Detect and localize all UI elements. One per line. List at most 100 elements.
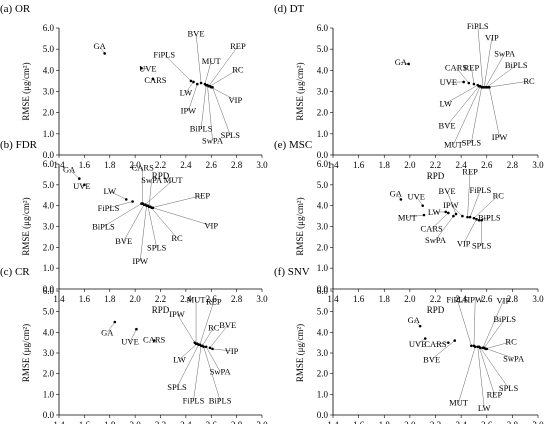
point-label: FiPLS [98,203,120,213]
data-point [477,218,481,222]
point-label: BVE [115,236,132,246]
x-tick-label: 1.6 [353,294,365,304]
x-tick-label: 2.6 [206,420,218,424]
data-point [479,346,482,350]
leader-line [471,87,482,143]
leader-line [179,343,198,360]
leader-line [445,84,478,104]
y-tick-label: 2.0 [317,369,329,379]
point-label: UVE [440,77,457,87]
point-label: VIP [229,95,243,105]
point-label: SPLS [147,242,167,252]
point-label: FiPLS [469,185,491,195]
data-point [423,337,427,340]
point-label: MUT [187,294,207,304]
data-point [467,81,471,85]
leader-line [473,195,499,219]
leader-line [482,300,504,348]
leader-line [139,205,147,262]
point-label: SwPA [141,175,163,185]
x-axis-label: RPD [427,305,445,315]
y-tick-label: 3.0 [43,87,55,97]
data-point [208,346,212,350]
y-tick-label: 1.0 [43,263,55,273]
point-label: UVE [139,63,156,73]
x-tick-label: 2.4 [180,420,192,424]
y-tick-label: 3.0 [43,222,55,232]
point-label: BVE [219,320,236,330]
point-label: SPLS [472,240,492,250]
point-label: BiPLS [209,396,232,406]
data-point [83,183,86,187]
x-tick-label: 2.8 [507,294,519,304]
point-label: UVE [121,337,138,347]
data-point [131,200,134,203]
point-label: SPLS [221,130,241,140]
x-tick-label: 2.8 [231,160,243,170]
point-label: GA [395,57,408,67]
data-point [204,345,208,349]
y-tick-label: 3.0 [317,348,329,358]
leader-line [207,85,213,141]
point-label: IPW [467,294,483,304]
point-label: SPLS [167,382,187,392]
chart-panel-5: 1.4 1.6 1.8 2.0 2.2 2.4 2.6 2.8 3.0 0.0 1.0 2.0 3.0 4… [274,266,544,424]
x-tick-label: 2.0 [130,420,142,424]
data-point [103,52,106,55]
point-label: FiPLS [467,21,489,31]
y-tick-label: 3.0 [43,348,55,358]
leader-line [200,85,207,129]
x-tick-label: 2.8 [231,420,243,424]
data-point [488,85,491,89]
leader-line [395,193,402,200]
x-tick-label: 2.4 [180,294,192,304]
leader-line [151,195,203,208]
x-tick-label: 2.2 [155,420,166,424]
point-label: MUT [164,175,184,185]
leader-line [176,344,199,388]
point-label: SPLS [499,383,519,393]
x-tick-label: 3.0 [532,294,544,304]
point-label: SwPA [210,367,232,377]
x-tick-label: 2.0 [404,160,416,170]
data-point [399,198,403,201]
point-label: GA [408,315,421,325]
leader-line [458,346,476,403]
data-point [135,327,138,331]
leader-line [208,46,239,87]
leader-line [485,53,505,88]
x-tick-label: 1.6 [353,420,365,424]
x-tick-label: 2.0 [130,160,142,170]
leader-line [417,338,426,344]
x-tick-label: 2.6 [206,160,218,170]
x-tick-label: 1.8 [379,420,391,424]
panel-title: (a) OR [0,3,31,15]
leader-line [212,348,232,352]
panel-title: (d) DT [274,3,305,15]
x-tick-label: 1.8 [104,294,116,304]
y-axis-label: RMSE (μg/cm²) [21,197,31,255]
data-point [195,82,199,86]
point-label: UVE [408,191,425,201]
data-point [407,62,410,66]
y-tick-label: 1.0 [317,263,329,273]
y-axis-label: RMSE (μg/cm²) [21,324,31,382]
point-label: VIP [204,221,218,231]
data-point [418,324,422,328]
y-tick-label: 5.0 [43,180,55,190]
point-label: MUT [449,398,469,408]
x-tick-label: 1.6 [79,160,91,170]
y-tick-label: 6.0 [317,286,329,296]
data-point [211,347,214,351]
point-label: SwPA [425,235,447,245]
chart-panel-2: 1.4 1.6 1.8 2.0 2.2 2.4 2.6 2.8 3.0 0.0 1.0 2.0 3.0 4… [0,266,268,424]
x-tick-label: 2.4 [456,294,468,304]
leader-line [209,325,228,348]
y-tick-label: 5.0 [43,307,55,317]
point-label: CARS [445,62,467,72]
data-point [470,344,473,348]
y-tick-label: 3.0 [317,87,329,97]
leader-line [486,348,514,359]
y-tick-label: 4.0 [317,327,329,337]
data-point [461,214,464,218]
